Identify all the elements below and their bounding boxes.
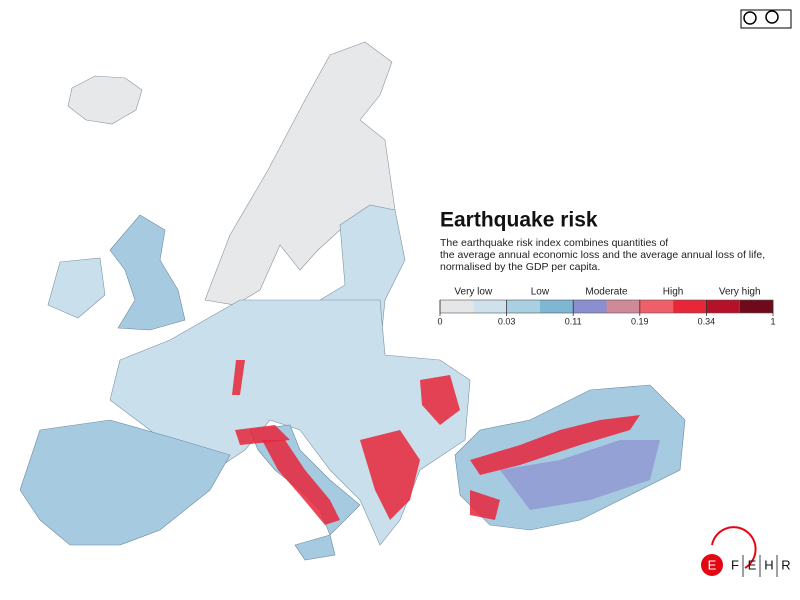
logo-letter: F <box>731 557 739 572</box>
logo-letter: R <box>781 557 790 572</box>
description-line: The earthquake risk index combines quant… <box>440 237 668 249</box>
legend-swatch <box>673 300 707 313</box>
risk-turkey-north <box>470 415 640 475</box>
legend-swatch <box>440 300 474 313</box>
legend-swatch <box>639 300 674 313</box>
description-line: normalised by the GDP per capita. <box>440 261 600 273</box>
risk-balkans <box>360 430 420 520</box>
risk-italy <box>262 440 340 525</box>
legend-swatch <box>573 300 607 313</box>
cc-badge <box>740 9 792 29</box>
legend-tick-label: 1 <box>770 316 775 326</box>
logo-letter: E <box>748 557 757 572</box>
description-line: the average annual economic loss and the… <box>440 249 765 261</box>
risk-alps <box>235 425 290 445</box>
legend-tick-label: 0.19 <box>631 316 649 326</box>
legend-class-label: Moderate <box>585 287 628 298</box>
logo-letter: E <box>708 557 717 572</box>
legend-swatch <box>706 300 740 313</box>
logo-circle <box>701 554 723 576</box>
legend-tick-label: 0.34 <box>698 316 716 326</box>
sicily <box>294 534 336 561</box>
risk-turkey <box>500 440 660 510</box>
risk-rhine <box>232 360 245 395</box>
risk-aegean <box>470 490 500 520</box>
uk <box>109 214 186 331</box>
legend-swatch <box>539 300 574 313</box>
iceland <box>67 75 143 125</box>
by-icon <box>765 10 779 24</box>
legend-tick-label: 0 <box>437 316 442 326</box>
map <box>19 41 686 561</box>
iberia <box>19 419 231 546</box>
cc-icon <box>743 11 757 25</box>
legend-swatch <box>739 300 773 313</box>
title: Earthquake risk <box>440 209 598 232</box>
legend-swatch <box>473 300 507 313</box>
legend-swatch <box>606 300 640 313</box>
legend: Very low Low Moderate High Very high 0 0.03 0.1… <box>437 287 775 327</box>
legend-tick-label: 0.11 <box>565 316 582 326</box>
legend-tick-label: 0.03 <box>498 316 516 326</box>
ireland <box>47 257 106 319</box>
legend-swatch <box>506 300 540 313</box>
risk-romania <box>420 375 460 425</box>
legend-class-label: Very low <box>454 287 493 298</box>
legend-class-label: Very high <box>719 287 761 298</box>
legend-class-label: High <box>663 287 684 298</box>
logo-letter: H <box>764 557 773 572</box>
logo-arc <box>711 526 757 569</box>
legend-class-label: Low <box>531 287 550 298</box>
